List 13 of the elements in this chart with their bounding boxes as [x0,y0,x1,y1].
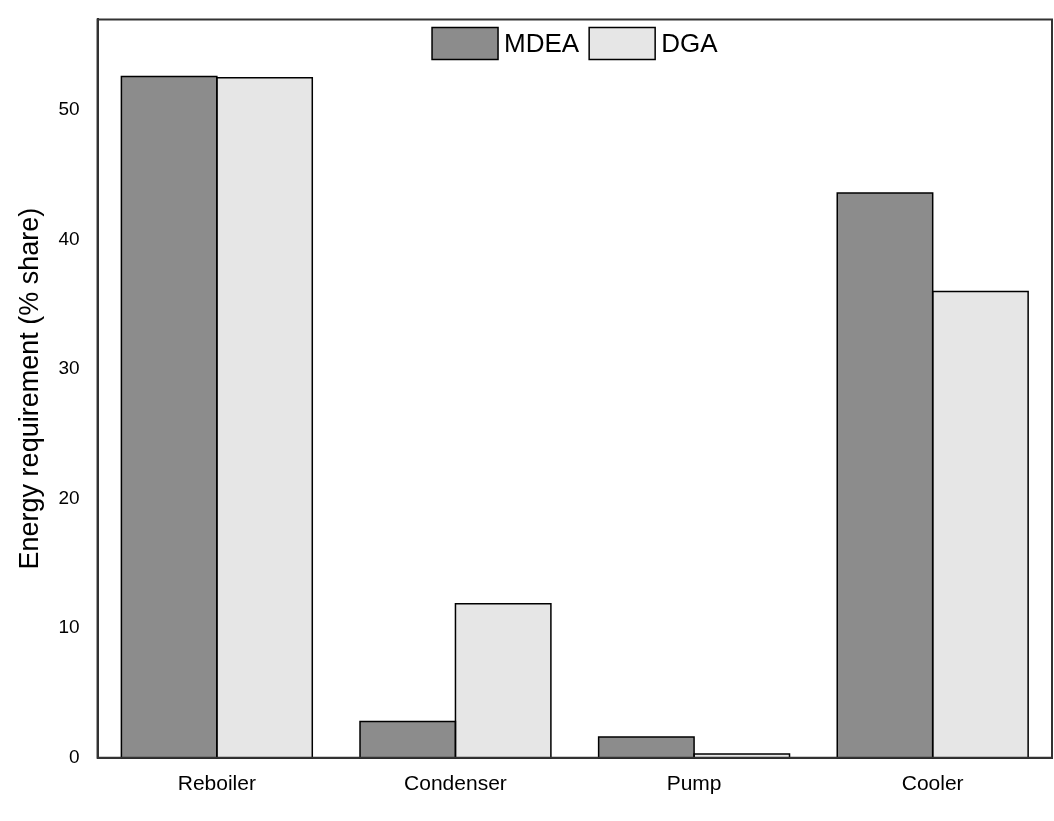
x-tick-label: Pump [666,771,722,795]
y-tick-label: 10 [58,616,80,638]
y-tick-label: 0 [68,746,80,768]
legend-label: MDEA [504,27,580,58]
y-tick-label: 30 [58,357,80,379]
y-tick-label: 20 [58,486,80,508]
x-tick-label: Reboiler [177,771,256,795]
x-tick-label: Condenser [404,771,507,795]
y-tick-label: 50 [58,98,80,120]
y-tick-label: 40 [58,227,80,249]
y-axis-title: Energy requirement (% share) [13,207,44,570]
x-tick-label: Cooler [901,771,964,795]
legend-label: DGA [661,27,719,58]
